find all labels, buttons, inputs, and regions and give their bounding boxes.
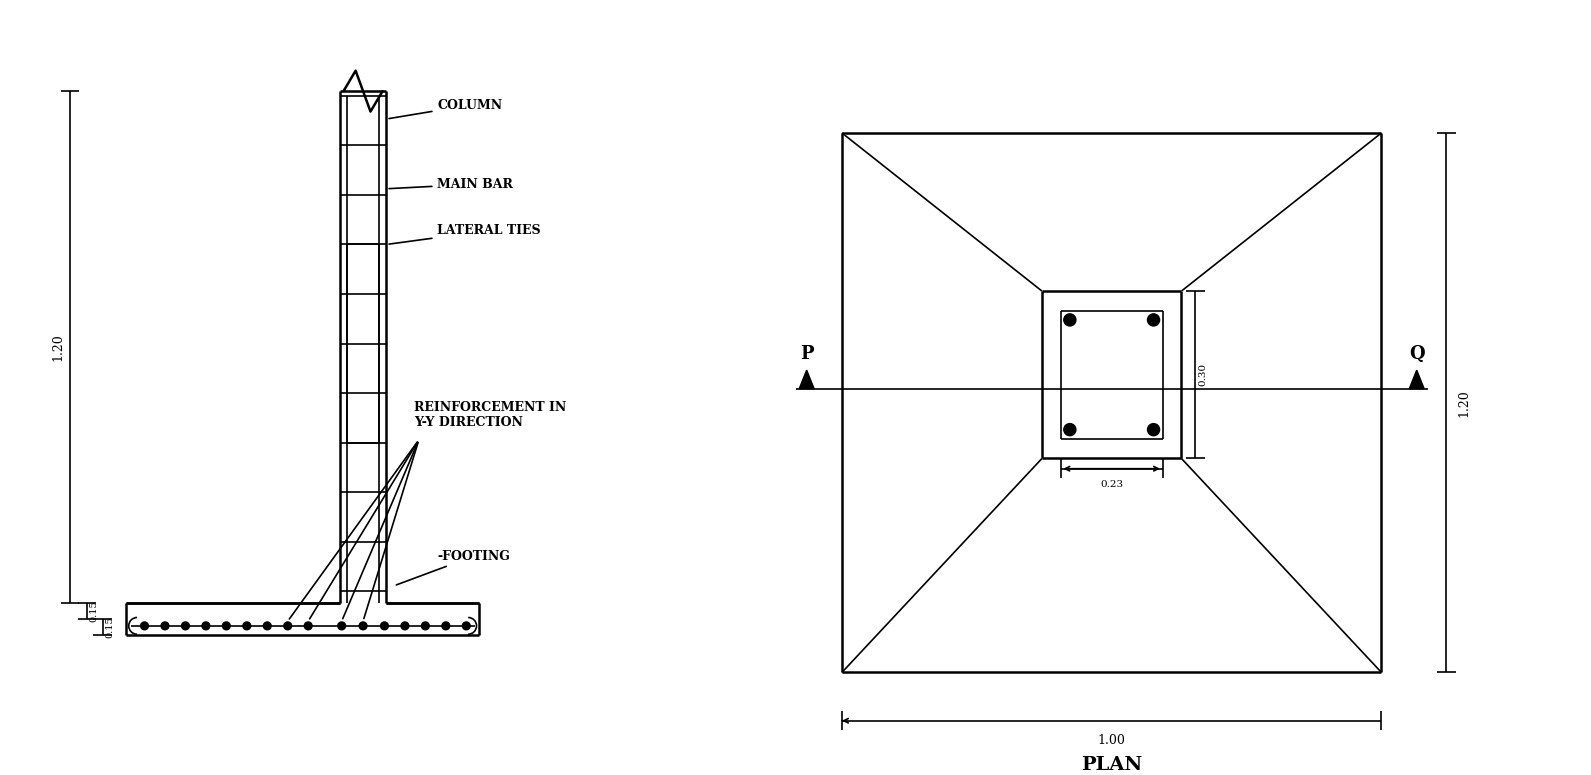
Text: 1.20: 1.20	[51, 333, 65, 360]
Text: 0.15: 0.15	[105, 616, 115, 638]
Circle shape	[243, 622, 251, 630]
Circle shape	[380, 622, 388, 630]
Circle shape	[304, 622, 312, 630]
Circle shape	[264, 622, 270, 630]
Text: 1.20: 1.20	[1457, 389, 1470, 416]
Circle shape	[442, 622, 450, 630]
Circle shape	[223, 622, 231, 630]
Circle shape	[1147, 424, 1160, 436]
Text: P: P	[800, 345, 813, 363]
Circle shape	[1147, 314, 1160, 326]
Text: 0.23: 0.23	[1099, 480, 1123, 489]
Circle shape	[1064, 314, 1076, 326]
Text: 1.00: 1.00	[1098, 734, 1125, 747]
Text: PLAN: PLAN	[1080, 756, 1142, 774]
Circle shape	[422, 622, 430, 630]
Text: Q: Q	[1410, 345, 1424, 363]
Text: 0.30: 0.30	[1198, 363, 1208, 386]
Text: 0.15: 0.15	[89, 600, 99, 622]
Circle shape	[161, 622, 169, 630]
Circle shape	[283, 622, 291, 630]
Circle shape	[202, 622, 210, 630]
Circle shape	[1064, 424, 1076, 436]
Text: LATERAL TIES: LATERAL TIES	[390, 224, 541, 244]
Circle shape	[337, 622, 345, 630]
Circle shape	[401, 622, 409, 630]
Text: REINFORCEMENT IN
Y-Y DIRECTION: REINFORCEMENT IN Y-Y DIRECTION	[414, 401, 566, 429]
Polygon shape	[1410, 370, 1424, 389]
Text: -FOOTING: -FOOTING	[396, 549, 511, 585]
Text: MAIN BAR: MAIN BAR	[390, 177, 514, 191]
Circle shape	[360, 622, 368, 630]
Circle shape	[140, 622, 148, 630]
Text: COLUMN: COLUMN	[390, 98, 503, 119]
Circle shape	[463, 622, 471, 630]
Circle shape	[181, 622, 189, 630]
Polygon shape	[799, 370, 815, 389]
